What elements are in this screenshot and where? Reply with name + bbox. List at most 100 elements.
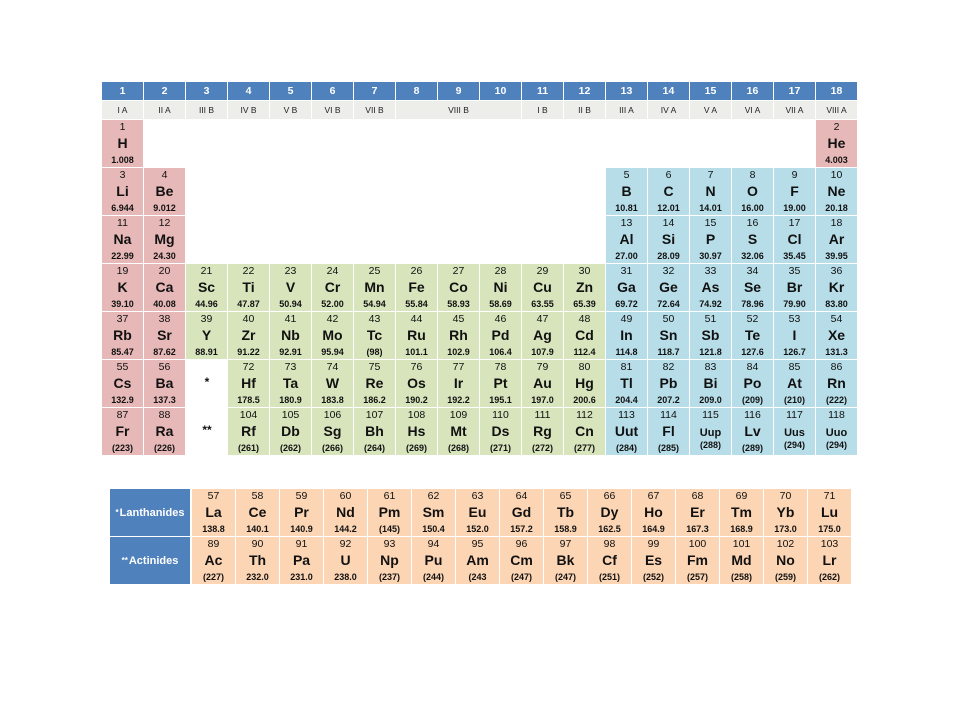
element-cell[interactable]: 45 Rh 102.9 [438,312,480,360]
element-cell[interactable]: 66 Dy 162.5 [588,489,632,537]
element-cell[interactable]: 22 Ti 47.87 [228,264,270,312]
element-cell[interactable]: 99 Es (252) [632,537,676,585]
element-cell[interactable]: 91 Pa 231.0 [280,537,324,585]
element-cell[interactable]: 32 Ge 72.64 [648,264,690,312]
element-cell[interactable]: 68 Er 167.3 [676,489,720,537]
element-cell[interactable]: 101 Md (258) [720,537,764,585]
element-cell[interactable]: 49 In 114.8 [606,312,648,360]
element-cell[interactable]: 98 Cf (251) [588,537,632,585]
element-cell[interactable]: 20 Ca 40.08 [144,264,186,312]
element-cell[interactable]: 90 Th 232.0 [236,537,280,585]
element-cell[interactable]: 2 He 4.003 [816,120,858,168]
element-cell[interactable]: 23 V 50.94 [270,264,312,312]
element-cell[interactable]: 88 Ra (226) [144,408,186,456]
element-cell[interactable]: 33 As 74.92 [690,264,732,312]
element-cell[interactable]: 78 Pt 195.1 [480,360,522,408]
element-cell[interactable]: 40 Zr 91.22 [228,312,270,360]
element-cell[interactable]: 89 Ac (227) [192,537,236,585]
element-cell[interactable]: 48 Cd 112.4 [564,312,606,360]
element-cell[interactable]: 76 Os 190.2 [396,360,438,408]
element-cell[interactable]: 102 No (259) [764,537,808,585]
element-cell[interactable]: 16 S 32.06 [732,216,774,264]
element-cell[interactable]: 17 Cl 35.45 [774,216,816,264]
element-cell[interactable]: 55 Cs 132.9 [102,360,144,408]
element-cell[interactable]: 56 Ba 137.3 [144,360,186,408]
element-cell[interactable]: 83 Bi 209.0 [690,360,732,408]
element-cell[interactable]: 43 Tc (98) [354,312,396,360]
element-cell[interactable]: 115 Uup (288) [690,408,732,456]
element-cell[interactable]: 108 Hs (269) [396,408,438,456]
element-cell[interactable]: 109 Mt (268) [438,408,480,456]
element-cell[interactable]: 53 I 126.7 [774,312,816,360]
element-cell[interactable]: 38 Sr 87.62 [144,312,186,360]
element-cell[interactable]: 21 Sc 44.96 [186,264,228,312]
element-cell[interactable]: 69 Tm 168.9 [720,489,764,537]
element-cell[interactable]: 15 P 30.97 [690,216,732,264]
element-cell[interactable]: 85 At (210) [774,360,816,408]
element-cell[interactable]: 107 Bh (264) [354,408,396,456]
element-cell[interactable]: 70 Yb 173.0 [764,489,808,537]
element-cell[interactable]: 110 Ds (271) [480,408,522,456]
element-cell[interactable]: 42 Mo 95.94 [312,312,354,360]
element-cell[interactable]: 50 Sn 118.7 [648,312,690,360]
element-cell[interactable]: 106 Sg (266) [312,408,354,456]
element-cell[interactable]: 71 Lu 175.0 [808,489,852,537]
element-cell[interactable]: 111 Rg (272) [522,408,564,456]
element-cell[interactable]: 74 W 183.8 [312,360,354,408]
element-cell[interactable]: 113 Uut (284) [606,408,648,456]
element-cell[interactable]: 64 Gd 157.2 [500,489,544,537]
element-cell[interactable]: 63 Eu 152.0 [456,489,500,537]
element-cell[interactable]: 104 Rf (261) [228,408,270,456]
element-cell[interactable]: 52 Te 127.6 [732,312,774,360]
element-cell[interactable]: 67 Ho 164.9 [632,489,676,537]
element-cell[interactable]: 92 U 238.0 [324,537,368,585]
element-cell[interactable]: 46 Pd 106.4 [480,312,522,360]
element-cell[interactable]: 105 Db (262) [270,408,312,456]
element-cell[interactable]: 27 Co 58.93 [438,264,480,312]
element-cell[interactable]: 39 Y 88.91 [186,312,228,360]
element-cell[interactable]: 18 Ar 39.95 [816,216,858,264]
element-cell[interactable]: 96 Cm (247) [500,537,544,585]
element-cell[interactable]: 93 Np (237) [368,537,412,585]
element-cell[interactable]: 100 Fm (257) [676,537,720,585]
element-cell[interactable]: 24 Cr 52.00 [312,264,354,312]
element-cell[interactable]: 82 Pb 207.2 [648,360,690,408]
element-cell[interactable]: 26 Fe 55.84 [396,264,438,312]
element-cell[interactable]: 60 Nd 144.2 [324,489,368,537]
element-cell[interactable]: 73 Ta 180.9 [270,360,312,408]
element-cell[interactable]: 14 Si 28.09 [648,216,690,264]
element-cell[interactable]: 41 Nb 92.91 [270,312,312,360]
element-cell[interactable]: 112 Cn (277) [564,408,606,456]
element-cell[interactable]: 75 Re 186.2 [354,360,396,408]
element-cell[interactable]: 87 Fr (223) [102,408,144,456]
element-cell[interactable]: 5 B 10.81 [606,168,648,216]
element-cell[interactable]: 47 Ag 107.9 [522,312,564,360]
element-cell[interactable]: 36 Kr 83.80 [816,264,858,312]
element-cell[interactable]: 58 Ce 140.1 [236,489,280,537]
element-cell[interactable]: 72 Hf 178.5 [228,360,270,408]
element-cell[interactable]: 77 Ir 192.2 [438,360,480,408]
element-cell[interactable]: 11 Na 22.99 [102,216,144,264]
element-cell[interactable]: 37 Rb 85.47 [102,312,144,360]
element-cell[interactable]: 31 Ga 69.72 [606,264,648,312]
element-cell[interactable]: 94 Pu (244) [412,537,456,585]
element-cell[interactable]: 29 Cu 63.55 [522,264,564,312]
element-cell[interactable]: 80 Hg 200.6 [564,360,606,408]
element-cell[interactable]: 118 Uuo (294) [816,408,858,456]
element-cell[interactable]: 65 Tb 158.9 [544,489,588,537]
element-cell[interactable]: 34 Se 78.96 [732,264,774,312]
element-cell[interactable]: 4 Be 9.012 [144,168,186,216]
element-cell[interactable]: 9 F 19.00 [774,168,816,216]
element-cell[interactable]: 8 O 16.00 [732,168,774,216]
element-cell[interactable]: 86 Rn (222) [816,360,858,408]
element-cell[interactable]: 95 Am (243 [456,537,500,585]
element-cell[interactable]: 54 Xe 131.3 [816,312,858,360]
element-cell[interactable]: 28 Ni 58.69 [480,264,522,312]
element-cell[interactable]: 35 Br 79.90 [774,264,816,312]
element-cell[interactable]: 7 N 14.01 [690,168,732,216]
element-cell[interactable]: 62 Sm 150.4 [412,489,456,537]
element-cell[interactable]: 12 Mg 24.30 [144,216,186,264]
element-cell[interactable]: 6 C 12.01 [648,168,690,216]
element-cell[interactable]: 30 Zn 65.39 [564,264,606,312]
element-cell[interactable]: 44 Ru 101.1 [396,312,438,360]
